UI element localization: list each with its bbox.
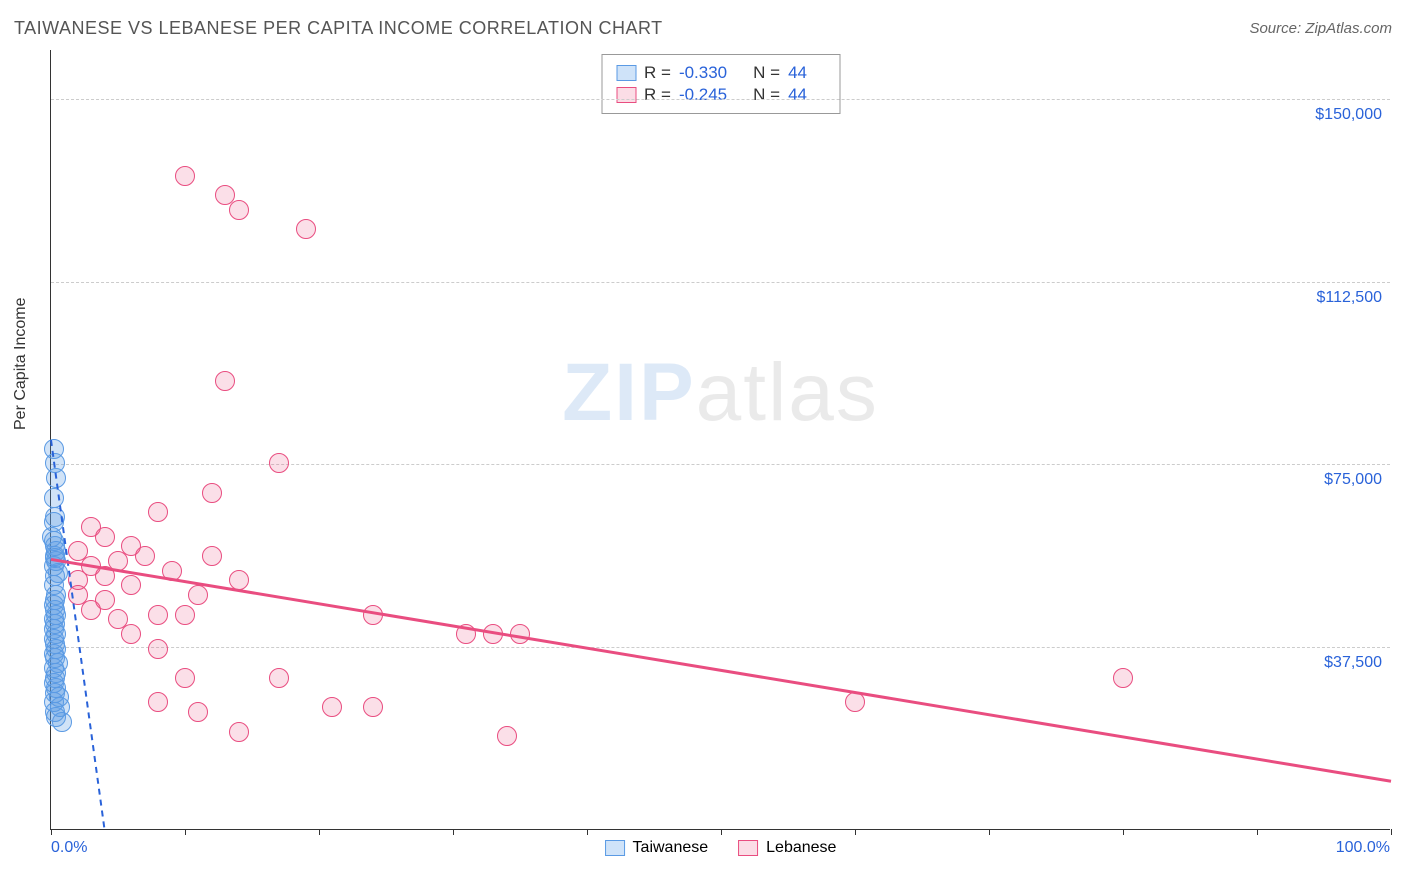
gridline [51,647,1390,648]
data-point [229,722,249,742]
data-point [46,468,66,488]
stat-r-label: R = [644,85,671,105]
chart-title: TAIWANESE VS LEBANESE PER CAPITA INCOME … [14,18,663,39]
regression-lines [51,50,1391,830]
legend-swatch [616,87,636,103]
stat-n-label: N = [753,85,780,105]
data-point [175,668,195,688]
chart-source: Source: ZipAtlas.com [1249,20,1392,37]
data-point [269,668,289,688]
x-axis-min-label: 0.0% [51,839,87,857]
data-point [497,726,517,746]
x-tick [587,829,588,835]
data-point [162,561,182,581]
data-point [175,166,195,186]
legend-stat-row: R = -0.330 N = 44 [616,63,825,83]
watermark-atlas: atlas [696,347,879,438]
gridline [51,99,1390,100]
data-point [68,570,88,590]
data-point [46,541,66,561]
data-point [45,507,65,527]
data-point [95,527,115,547]
data-point [845,692,865,712]
x-tick [319,829,320,835]
x-axis-max-label: 100.0% [1336,839,1390,857]
data-point [95,590,115,610]
y-tick-label: $37,500 [1324,654,1382,672]
x-tick [989,829,990,835]
data-point [175,605,195,625]
stat-n-label: N = [753,63,780,83]
stat-n-value: 44 [788,85,807,105]
stat-n-value: 44 [788,63,807,83]
data-point [135,546,155,566]
x-tick [1257,829,1258,835]
data-point [108,609,128,629]
data-point [52,712,72,732]
stat-r-value: -0.330 [679,63,727,83]
plot-area: ZIPatlas R =-0.330N =44R =-0.245N =44 Ta… [50,50,1390,830]
data-point [44,488,64,508]
data-point [215,185,235,205]
legend-item: Lebanese [738,839,836,857]
data-point [456,624,476,644]
x-tick [51,829,52,835]
legend-stat-row: R = -0.245 N = 44 [616,85,825,105]
data-point [296,219,316,239]
legend-swatch [605,840,625,856]
legend-swatch [616,65,636,81]
x-tick [855,829,856,835]
data-point [510,624,530,644]
legend-item: Taiwanese [605,839,709,857]
x-tick [453,829,454,835]
legend-label: Taiwanese [633,839,709,857]
gridline [51,464,1390,465]
data-point [48,563,68,583]
stat-r-value: -0.245 [679,85,727,105]
data-point [148,502,168,522]
data-point [148,639,168,659]
data-point [121,575,141,595]
data-point [229,570,249,590]
legend-label: Lebanese [766,839,836,857]
x-tick [1391,829,1392,835]
watermark: ZIPatlas [562,346,879,440]
legend-swatch [738,840,758,856]
data-point [188,702,208,722]
y-axis-title: Per Capita Income [12,297,30,430]
y-tick-label: $112,500 [1316,289,1382,307]
data-point [202,546,222,566]
data-point [363,605,383,625]
chart-header: TAIWANESE VS LEBANESE PER CAPITA INCOME … [14,18,1392,39]
data-point [483,624,503,644]
data-point [95,566,115,586]
watermark-zip: ZIP [562,347,696,438]
x-tick [721,829,722,835]
data-point [148,605,168,625]
x-tick [1123,829,1124,835]
legend-series: Taiwanese Lebanese [605,839,837,857]
data-point [363,697,383,717]
data-point [202,483,222,503]
data-point [148,692,168,712]
y-tick-label: $75,000 [1324,471,1382,489]
stat-r-label: R = [644,63,671,83]
x-tick [185,829,186,835]
data-point [215,371,235,391]
data-point [322,697,342,717]
data-point [269,453,289,473]
data-point [1113,668,1133,688]
legend-stats: R = -0.330 N = 44 R = -0.245 N = 44 [601,54,840,114]
y-tick-label: $150,000 [1315,106,1382,124]
gridline [51,282,1390,283]
data-point [188,585,208,605]
